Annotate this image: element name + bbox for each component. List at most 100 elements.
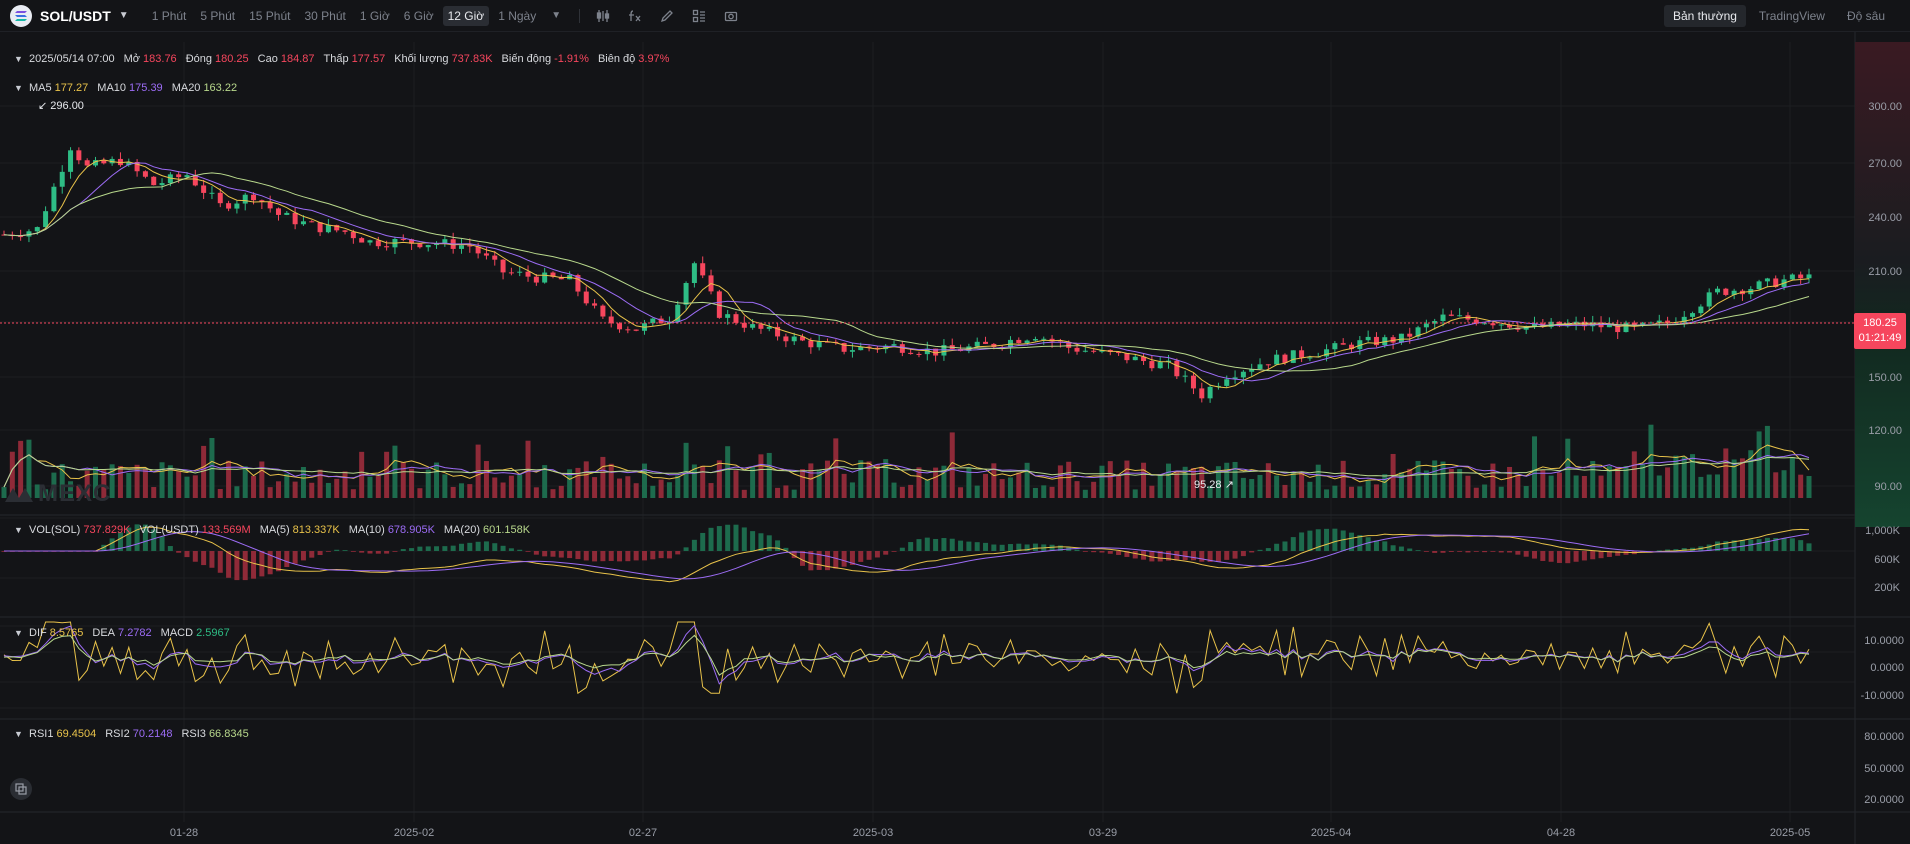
chart-type-icon[interactable] xyxy=(594,7,612,25)
volume-bar xyxy=(134,464,140,498)
volume-bar xyxy=(458,483,464,498)
candle-body xyxy=(117,158,123,166)
interval-12h[interactable]: 12 Giờ xyxy=(442,5,490,26)
macd-bar xyxy=(483,541,489,551)
candle-body xyxy=(267,201,273,209)
volume-bar xyxy=(400,462,406,498)
volume-bar xyxy=(117,466,123,498)
candle-body xyxy=(841,342,847,352)
macd-bar xyxy=(1756,539,1762,551)
tab-basic[interactable]: Bản thường xyxy=(1663,5,1746,27)
volume-bar xyxy=(1523,486,1529,498)
interval-1d[interactable]: 1 Ngày xyxy=(498,8,537,23)
interval-dropdown-icon[interactable]: ▼ xyxy=(551,10,562,21)
price-tick-label: 210.00 xyxy=(1868,266,1902,278)
interval-30m[interactable]: 30 Phút xyxy=(304,8,346,23)
price-chart[interactable]: 300.00 270.00 240.00 210.00 150.00 120.00 90.0… xyxy=(0,32,1910,844)
macd-bar xyxy=(741,527,747,551)
macd-bar xyxy=(1349,532,1355,551)
volume-bar xyxy=(1132,489,1138,498)
volume-bar xyxy=(983,473,989,498)
collapse-chevron-icon[interactable]: ▼ xyxy=(14,628,23,638)
volume-bar xyxy=(617,478,623,498)
volume-bar xyxy=(242,466,248,498)
macd-tick-label: -10.0000 xyxy=(1861,690,1904,702)
top-toolbar: SOL/USDT ▼ 1 Phút 5 Phút 15 Phút 30 Phút… xyxy=(0,0,1910,32)
macd-bar xyxy=(242,551,248,581)
macd-bar xyxy=(849,551,855,565)
vol-ma10-label: MA(10) xyxy=(348,524,385,536)
volume-bar xyxy=(1748,450,1754,498)
macd-bar xyxy=(409,548,415,551)
candle-body xyxy=(824,341,830,343)
macd-label: MACD xyxy=(160,627,194,639)
candle-body xyxy=(691,263,697,284)
layout-grid-icon[interactable] xyxy=(690,7,708,25)
collapse-chevron-icon[interactable]: ▼ xyxy=(14,525,23,535)
volume-bar xyxy=(583,461,589,498)
candle-body xyxy=(1224,379,1230,386)
pair-dropdown-icon[interactable]: ▼ xyxy=(118,10,129,21)
interval-6h[interactable]: 6 Giờ xyxy=(403,8,434,23)
macd-bar xyxy=(775,540,781,551)
volume-bar xyxy=(159,462,165,498)
volume-bar xyxy=(317,469,323,498)
collapse-chevron-icon[interactable]: ▼ xyxy=(14,83,23,93)
macd-bar xyxy=(542,551,548,557)
candle-body xyxy=(874,347,880,350)
volume-bar xyxy=(309,482,315,498)
macd-bar xyxy=(300,551,306,561)
volume-bar xyxy=(392,445,398,498)
macd-bar xyxy=(325,551,331,552)
volume-bar xyxy=(1532,436,1538,498)
macd-bar xyxy=(617,551,623,562)
candle-body xyxy=(1773,278,1779,288)
layers-icon xyxy=(15,783,27,795)
candle-body xyxy=(1340,343,1346,345)
volume-bar xyxy=(1457,469,1463,498)
tab-tradingview[interactable]: TradingView xyxy=(1758,9,1825,23)
candle-body xyxy=(184,175,190,178)
candle-body xyxy=(475,246,481,254)
macd-bar xyxy=(134,524,140,551)
macd-bar xyxy=(234,551,240,581)
macd-bar xyxy=(583,551,589,561)
draw-pencil-icon[interactable] xyxy=(658,7,676,25)
macd-bar xyxy=(874,551,880,558)
volume-bar xyxy=(833,438,839,498)
collapse-chevron-icon[interactable]: ▼ xyxy=(14,729,23,739)
macd-bar xyxy=(1174,551,1180,561)
macd-line xyxy=(4,531,1810,580)
volume-bar xyxy=(1224,462,1230,498)
volume-bar xyxy=(1615,466,1621,498)
volume-bar xyxy=(267,487,273,498)
volume-tick-label: 1,000K xyxy=(1865,525,1901,537)
candle-body xyxy=(192,175,198,186)
interval-15m[interactable]: 15 Phút xyxy=(249,8,291,23)
interval-5m[interactable]: 5 Phút xyxy=(200,8,236,23)
low-value: 177.57 xyxy=(351,53,386,65)
chart-settings-button[interactable] xyxy=(10,778,32,800)
candle-body xyxy=(1507,324,1513,328)
macd-bar xyxy=(1332,528,1338,551)
volume-bar xyxy=(949,432,955,498)
camera-icon[interactable] xyxy=(722,7,740,25)
volume-bar xyxy=(1723,448,1729,498)
macd-bar xyxy=(633,551,639,561)
macd-bar xyxy=(1457,551,1463,552)
interval-1h[interactable]: 1 Giờ xyxy=(359,8,390,23)
macd-bar xyxy=(1390,545,1396,551)
macd-bar xyxy=(924,537,930,551)
volume-bar xyxy=(1349,486,1355,498)
macd-bar xyxy=(1407,548,1413,551)
indicator-icon[interactable] xyxy=(626,7,644,25)
macd-bar xyxy=(167,546,173,551)
macd-bar xyxy=(858,551,864,562)
current-price-value: 180.25 xyxy=(1863,317,1897,329)
candle-body xyxy=(500,259,506,273)
volume-bar xyxy=(1806,476,1812,498)
pair-name[interactable]: SOL/USDT xyxy=(40,7,111,24)
collapse-chevron-icon[interactable]: ▼ xyxy=(14,54,23,64)
tab-depth[interactable]: Độ sâu xyxy=(1846,9,1885,23)
interval-1m[interactable]: 1 Phút xyxy=(151,8,187,23)
